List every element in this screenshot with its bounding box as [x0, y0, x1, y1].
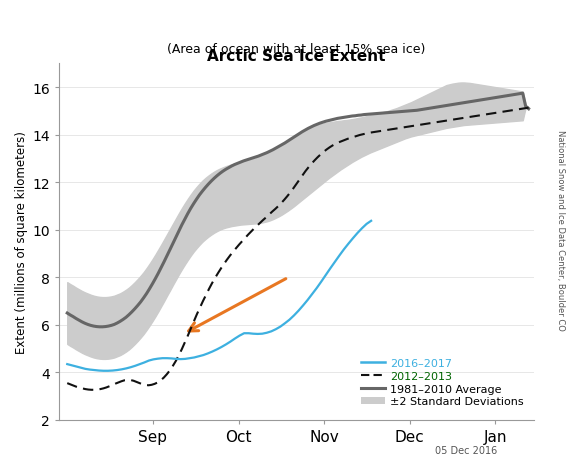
Text: (Area of ocean with at least 15% sea ice): (Area of ocean with at least 15% sea ice…: [167, 42, 426, 56]
Y-axis label: Extent (millions of square kilometers): Extent (millions of square kilometers): [15, 131, 28, 353]
Title: Arctic Sea Ice Extent: Arctic Sea Ice Extent: [207, 50, 386, 64]
Text: National Snow and Ice Data Center, Boulder CO: National Snow and Ice Data Center, Bould…: [556, 129, 565, 330]
Legend: 2016–2017, 2012–2013, 1981–2010 Average, ±2 Standard Deviations: 2016–2017, 2012–2013, 1981–2010 Average,…: [356, 354, 528, 411]
Text: 05 Dec 2016: 05 Dec 2016: [435, 446, 497, 455]
